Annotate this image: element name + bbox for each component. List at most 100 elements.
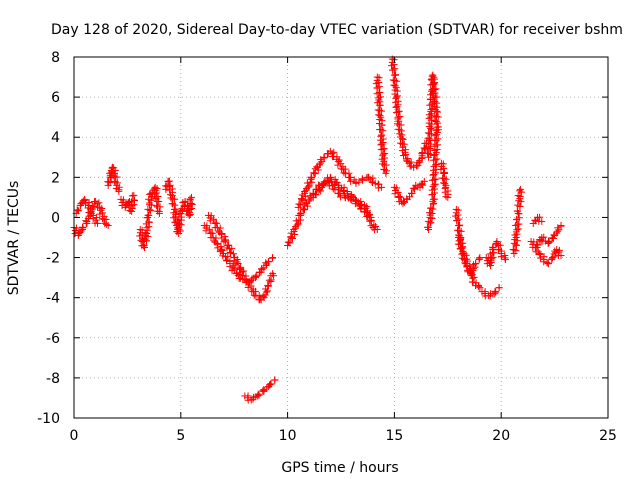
y-tick-label: -10 — [37, 411, 60, 427]
data-point — [489, 244, 497, 252]
data-point — [378, 140, 386, 148]
data-point — [186, 195, 194, 203]
data-point — [472, 260, 480, 268]
data-point — [429, 81, 437, 89]
data-point — [433, 155, 441, 163]
data-points — [70, 55, 565, 404]
data-point — [115, 187, 123, 195]
data-point — [260, 386, 268, 394]
series-track-d — [117, 191, 138, 215]
data-point — [389, 76, 397, 84]
x-axis-label: GPS time / hours — [281, 460, 398, 476]
data-point — [379, 150, 387, 158]
data-point — [377, 146, 385, 154]
data-point — [188, 200, 196, 208]
series-track-b — [72, 195, 101, 227]
data-point — [83, 217, 91, 225]
data-point — [431, 136, 439, 144]
data-point — [220, 238, 228, 246]
y-tick-label: -4 — [46, 291, 60, 307]
data-point — [230, 250, 238, 258]
y-tick-label: 2 — [51, 170, 60, 186]
data-point — [254, 390, 262, 398]
y-tick-label: -2 — [46, 251, 60, 267]
data-point — [442, 175, 450, 183]
data-point — [363, 202, 371, 210]
data-point — [374, 184, 382, 192]
data-point — [400, 140, 408, 148]
series-track-t — [478, 284, 503, 300]
data-point — [434, 119, 442, 127]
data-point — [221, 233, 229, 241]
data-point — [143, 224, 151, 232]
data-point — [295, 200, 303, 208]
data-point — [171, 195, 179, 203]
data-point — [79, 224, 87, 232]
data-point — [424, 129, 432, 137]
data-point — [153, 189, 161, 197]
data-point — [255, 391, 263, 399]
data-point — [223, 256, 231, 264]
data-point — [77, 227, 85, 235]
data-point — [269, 254, 277, 262]
data-point — [89, 215, 97, 223]
data-point — [359, 176, 367, 184]
series-track-f — [162, 177, 196, 237]
series-track-o — [390, 177, 428, 207]
data-point — [76, 201, 84, 209]
data-point — [307, 174, 315, 182]
data-point — [431, 102, 439, 110]
data-point — [266, 381, 274, 389]
data-point — [104, 221, 112, 229]
data-point — [349, 194, 357, 202]
data-point — [373, 225, 381, 233]
data-point — [378, 107, 386, 115]
data-point — [474, 282, 482, 290]
data-point — [216, 224, 224, 232]
data-point — [140, 236, 148, 244]
data-point — [230, 265, 238, 273]
data-point — [320, 154, 328, 162]
data-point — [378, 131, 386, 139]
data-point — [218, 247, 226, 255]
data-point — [297, 195, 305, 203]
data-point — [407, 189, 415, 197]
data-point — [99, 215, 107, 223]
data-point — [428, 176, 436, 184]
data-point — [429, 71, 437, 79]
data-point — [515, 220, 523, 228]
data-point — [454, 211, 462, 219]
data-point — [536, 250, 544, 258]
data-point — [476, 284, 484, 292]
data-point — [320, 180, 328, 188]
data-point — [516, 185, 524, 193]
data-point — [357, 197, 365, 205]
data-point — [262, 288, 270, 296]
data-point — [396, 130, 404, 138]
data-point — [382, 161, 390, 169]
data-point — [144, 232, 152, 240]
data-point — [226, 263, 234, 271]
data-point — [184, 210, 192, 218]
data-point — [174, 226, 182, 234]
data-point — [425, 225, 433, 233]
data-point — [509, 246, 517, 254]
data-point — [427, 219, 435, 227]
data-point — [352, 179, 360, 187]
series-track-l — [309, 173, 381, 234]
data-point — [153, 202, 161, 210]
data-point — [264, 281, 272, 289]
grid — [74, 57, 608, 418]
data-point — [536, 213, 544, 221]
data-point — [104, 178, 112, 186]
data-point — [175, 210, 183, 218]
data-point — [222, 237, 230, 245]
data-point — [287, 233, 295, 241]
series-track-g — [200, 221, 277, 287]
x-tick-label: 25 — [599, 428, 617, 444]
plot-frame — [73, 56, 609, 419]
data-point — [305, 182, 313, 190]
data-point — [206, 217, 214, 225]
data-point — [402, 150, 410, 158]
data-point — [399, 136, 407, 144]
